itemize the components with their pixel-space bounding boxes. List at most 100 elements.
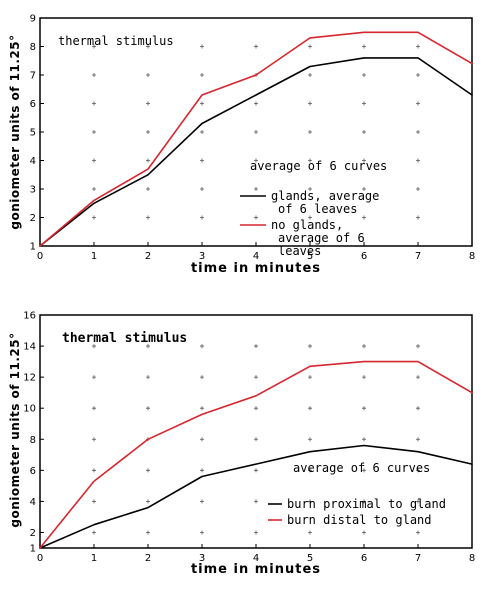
grid-mark [362, 101, 366, 106]
x-tick-label: 2 [145, 553, 151, 564]
grid-mark [146, 375, 150, 380]
grid-mark [416, 375, 420, 380]
x-tick-label: 4 [253, 553, 259, 564]
y-tick-label: 1 [30, 242, 36, 253]
x-tick-label: 3 [199, 251, 205, 262]
grid-mark [200, 375, 204, 380]
grid-mark [200, 468, 204, 473]
grid-mark [92, 73, 96, 77]
grid-mark [146, 187, 150, 191]
legend: burn proximal to gland burn distal to gla… [268, 497, 446, 527]
grid-mark [254, 101, 258, 106]
grid-mark [92, 101, 96, 106]
grid-mark [92, 406, 96, 411]
series-line-black [39, 444, 473, 549]
grid-mark [254, 344, 258, 349]
legend-label: glands, average of 6 leaves [271, 189, 379, 216]
x-tick-label: 0 [37, 251, 43, 262]
y-tick-label: 16 [23, 311, 36, 322]
grid-mark [200, 344, 204, 349]
grid-mark [308, 530, 312, 535]
legend-heading: average of 6 curves [250, 159, 387, 173]
legend-label: burn proximal to gland [287, 497, 446, 511]
grid-mark [200, 158, 204, 163]
grid-mark [362, 375, 366, 380]
grid-mark [254, 158, 258, 163]
x-tick-label: 7 [415, 251, 421, 262]
grid-mark [308, 130, 312, 134]
y-tick-label: 12 [23, 373, 36, 384]
legend-heading: average of 6 curves [293, 461, 430, 475]
grid-mark [416, 101, 420, 106]
chart-title: thermal stimulus [62, 331, 187, 346]
grid-mark [416, 130, 420, 134]
chart-title: thermal stimulus [58, 34, 174, 48]
grid-mark [92, 499, 96, 504]
grid-mark [146, 73, 150, 77]
grid-mark [308, 187, 312, 191]
grid-mark [308, 44, 312, 49]
grid-mark [362, 437, 366, 442]
grid-mark [308, 499, 312, 504]
x-axis-label: time in minutes [191, 261, 321, 276]
grid-mark [362, 215, 366, 220]
x-tick-label: 3 [199, 553, 205, 564]
grid-mark [416, 187, 420, 191]
grid-mark [200, 130, 204, 134]
grid-mark [308, 468, 312, 473]
grid-mark [146, 44, 150, 49]
grid-mark [92, 375, 96, 380]
grid-mark [362, 499, 366, 504]
grid-mark [416, 437, 420, 442]
grid-mark [362, 468, 366, 473]
grid-mark [362, 130, 366, 134]
x-tick-label: 4 [253, 251, 259, 262]
x-tick-label: 0 [37, 553, 43, 564]
grid-mark [146, 468, 150, 473]
y-tick-label: 10 [23, 404, 36, 415]
grid-mark [308, 101, 312, 106]
grid-mark [200, 437, 204, 442]
grid-mark [92, 187, 96, 191]
grid-mark [146, 344, 150, 349]
grid-mark [254, 44, 258, 49]
grid-mark [416, 44, 420, 49]
grid-mark [200, 215, 204, 220]
grid-mark [92, 530, 96, 535]
y-tick-label: 4 [30, 497, 36, 508]
grid-mark [146, 499, 150, 504]
grid-mark [254, 130, 258, 134]
y-tick-label: 3 [30, 185, 36, 196]
y-tick-label: 14 [23, 342, 36, 353]
grid-mark [200, 406, 204, 411]
y-axis-label: goniometer units of 11.25° [8, 332, 22, 527]
x-tick-label: 1 [91, 251, 97, 262]
grid-mark [416, 468, 420, 473]
grid-mark [416, 530, 420, 535]
grid-mark [416, 499, 420, 504]
grid-mark [92, 44, 96, 49]
x-tick-label: 8 [469, 553, 475, 564]
grid-mark [362, 158, 366, 163]
grid-mark [146, 101, 150, 106]
grid-mark [200, 187, 204, 191]
y-tick-label: 1 [30, 544, 36, 555]
grid-mark [362, 44, 366, 49]
y-tick-label: 2 [30, 528, 36, 539]
grid-mark [308, 215, 312, 220]
grid-mark [308, 158, 312, 163]
grid-mark [254, 437, 258, 442]
grid-mark [200, 499, 204, 504]
grid-mark [362, 187, 366, 191]
grid-mark [362, 530, 366, 535]
y-tick-label: 2 [30, 213, 36, 224]
y-tick-label: 8 [30, 435, 36, 446]
grid-mark [146, 158, 150, 163]
grid-mark [416, 158, 420, 163]
series-line-red [39, 31, 473, 247]
x-tick-label: 7 [415, 553, 421, 564]
grid-mark [200, 44, 204, 49]
y-tick-label: 4 [30, 156, 36, 167]
